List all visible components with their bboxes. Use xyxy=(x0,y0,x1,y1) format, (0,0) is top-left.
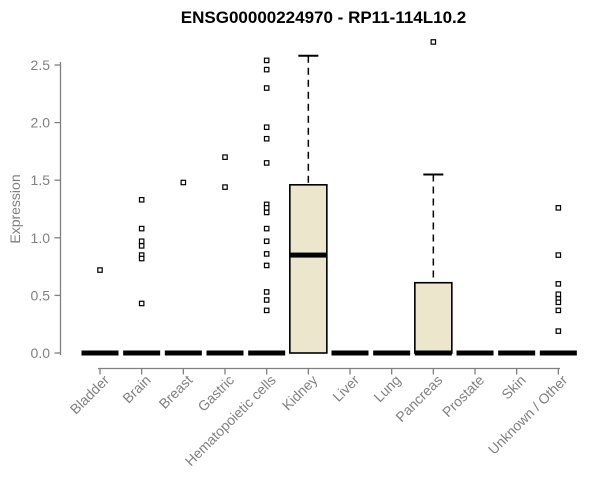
outlier-point-hematopoietic-cells xyxy=(263,225,270,232)
outlier-point-brain xyxy=(138,300,145,307)
outlier-point-brain xyxy=(138,243,145,249)
outlier-point-brain xyxy=(138,225,145,232)
collapsed-box-unknown-other xyxy=(539,350,577,356)
collapsed-box-gastric xyxy=(206,350,244,356)
outlier-point-hematopoietic-cells xyxy=(263,289,270,295)
y-tick-label: 1.5 xyxy=(31,172,51,188)
outlier-point-brain xyxy=(138,196,145,203)
outlier-point-pancreas xyxy=(430,39,437,45)
x-category-label-brain: Brain xyxy=(119,372,153,406)
median-kidney xyxy=(289,252,327,258)
outlier-point-unknown-other xyxy=(555,299,562,306)
box-pancreas xyxy=(414,281,453,354)
outlier-point-hematopoietic-cells xyxy=(263,66,270,73)
collapsed-box-prostate xyxy=(456,350,494,356)
outlier-point-unknown-other xyxy=(555,252,562,258)
outlier-point-unknown-other xyxy=(555,328,562,334)
y-tick-label: 2.5 xyxy=(31,57,51,73)
outlier-point-hematopoietic-cells xyxy=(263,251,270,257)
chart-title: ENSG00000224970 - RP11-114L10.2 xyxy=(180,8,467,27)
x-category-label-liver: Liver xyxy=(329,372,362,405)
x-category-label-skin: Skin xyxy=(498,372,529,403)
x-category-label-unknown-other: Unknown / Other xyxy=(485,372,571,458)
outlier-point-hematopoietic-cells xyxy=(263,85,270,91)
outlier-point-breast xyxy=(180,179,187,186)
outlier-point-brain xyxy=(138,255,145,262)
outlier-point-unknown-other xyxy=(555,307,562,314)
outlier-point-hematopoietic-cells xyxy=(263,160,270,166)
outlier-point-hematopoietic-cells xyxy=(263,297,270,303)
outlier-point-hematopoietic-cells xyxy=(263,135,270,142)
x-category-label-prostate: Prostate xyxy=(439,372,487,420)
x-category-label-kidney: Kidney xyxy=(279,372,321,414)
y-tick-label: 2.0 xyxy=(31,115,51,131)
y-tick-label: 0.0 xyxy=(31,345,51,361)
outlier-point-unknown-other xyxy=(555,205,562,211)
x-category-label-bladder: Bladder xyxy=(67,372,113,418)
collapsed-box-skin xyxy=(498,350,536,356)
median-pancreas xyxy=(414,350,452,356)
outlier-point-hematopoietic-cells xyxy=(263,205,270,211)
outlier-point-hematopoietic-cells xyxy=(263,262,270,269)
outlier-point-brain xyxy=(138,238,145,245)
outlier-point-hematopoietic-cells xyxy=(263,238,270,245)
x-category-label-lung: Lung xyxy=(370,372,403,405)
outlier-point-unknown-other xyxy=(555,281,562,287)
outlier-point-hematopoietic-cells xyxy=(263,124,270,131)
outlier-point-unknown-other xyxy=(555,291,562,298)
collapsed-box-breast xyxy=(164,350,202,356)
y-tick-label: 0.5 xyxy=(31,287,51,303)
collapsed-box-bladder xyxy=(81,350,119,356)
outlier-point-gastric xyxy=(222,154,228,160)
y-axis-title: Expression xyxy=(7,174,23,244)
outlier-point-hematopoietic-cells xyxy=(263,57,270,64)
x-category-label-breast: Breast xyxy=(156,372,196,412)
box-kidney xyxy=(289,184,328,354)
outlier-point-gastric xyxy=(222,184,228,190)
outlier-point-hematopoietic-cells xyxy=(263,307,270,314)
outlier-point-bladder xyxy=(97,267,103,273)
collapsed-box-lung xyxy=(373,350,411,356)
collapsed-box-brain xyxy=(123,350,161,356)
y-tick-label: 1.0 xyxy=(31,230,51,246)
collapsed-box-liver xyxy=(331,350,369,356)
outlier-point-hematopoietic-cells xyxy=(263,209,270,216)
collapsed-box-hematopoietic-cells xyxy=(248,350,286,356)
